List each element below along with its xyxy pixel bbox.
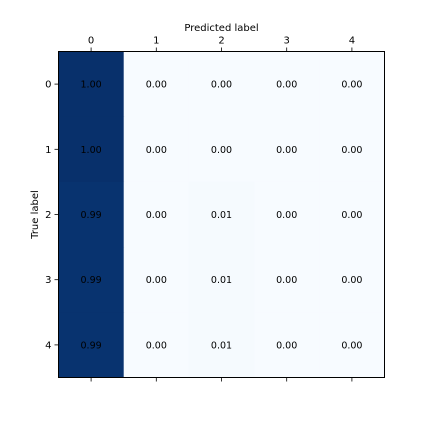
cell-value-label: 0.01 [211,340,232,351]
heatmap-cell [319,312,385,378]
heatmap-cell [123,247,190,313]
cell-value-label: 0.00 [276,80,297,91]
cell-value-label: 0.00 [146,210,167,221]
heatmap-cell [58,181,125,248]
cell-value-label: 0.01 [211,210,232,221]
cell-value-label: 0.00 [211,145,232,156]
x-tick-label: 4 [349,36,355,47]
y-tick-label: 4 [45,340,51,351]
heatmap-cell [188,51,255,118]
cell-value-label: 0.00 [146,340,167,351]
y-axis-ticks: 0 1 2 3 4 [45,80,59,351]
heatmap-cell [58,51,125,118]
x-tick-label: 2 [218,36,224,47]
cell-value-label: 0.00 [276,275,297,286]
cell-value-label: 0.00 [276,210,297,221]
heatmap-cell [123,312,190,378]
cell-value-label: 0.00 [146,145,167,156]
cell-value-label: 0.00 [146,80,167,91]
y-tick-label: 1 [45,145,51,156]
heatmap-cell [254,51,320,118]
x-tick-label: 3 [284,36,290,47]
x-axis-label: Predicted label [184,23,258,34]
cell-value-label: 0.00 [341,80,362,91]
heatmap-cell [58,116,125,183]
cell-value-label: 1.00 [81,80,102,91]
cell-value-label: 0.01 [211,275,232,286]
heatmap-cell [188,116,255,183]
y-axis-label: True label [30,190,41,240]
heatmap-cell [58,312,125,378]
heatmap-cell [123,116,190,183]
cell-value-label: 0.00 [341,145,362,156]
heatmap-cell [188,247,255,313]
heatmap-cell [319,116,385,183]
heatmap-cell [254,116,320,183]
heatmap-cell-labels: 1.00 0.00 0.00 0.00 0.00 1.00 0.00 0.00 0.00 0.00… [81,80,363,352]
cell-value-label: 0.00 [146,275,167,286]
heatmap-cells [58,51,385,378]
cell-value-label: 0.00 [276,340,297,351]
cell-value-label: 0.99 [81,340,102,351]
heatmap-cell [188,181,255,248]
y-tick-label: 3 [45,275,51,286]
heatmap-cell [319,181,385,248]
heatmap-cell [254,312,320,378]
y-tick-label: 0 [45,80,51,91]
cell-value-label: 0.99 [81,210,102,221]
heatmap-cell [188,312,255,378]
heatmap-cell [123,51,190,118]
cell-value-label: 0.00 [341,340,362,351]
cell-value-label: 0.00 [341,275,362,286]
x-tick-label: 1 [153,36,159,47]
heatmap-cell [254,247,320,313]
heatmap-cell [254,181,320,248]
heatmap-cell [123,181,190,248]
cell-value-label: 0.00 [276,145,297,156]
y-tick-label: 2 [45,210,51,221]
cell-value-label: 0.00 [341,210,362,221]
cell-value-label: 0.99 [81,275,102,286]
cell-value-label: 0.00 [211,80,232,91]
cell-value-label: 1.00 [81,145,102,156]
heatmap-cell [58,247,125,313]
x-tick-label: 0 [88,36,94,47]
heatmap-cell [319,51,385,118]
heatmap-cell [319,247,385,313]
x-axis-ticks: 0 1 2 3 4 [88,36,355,382]
